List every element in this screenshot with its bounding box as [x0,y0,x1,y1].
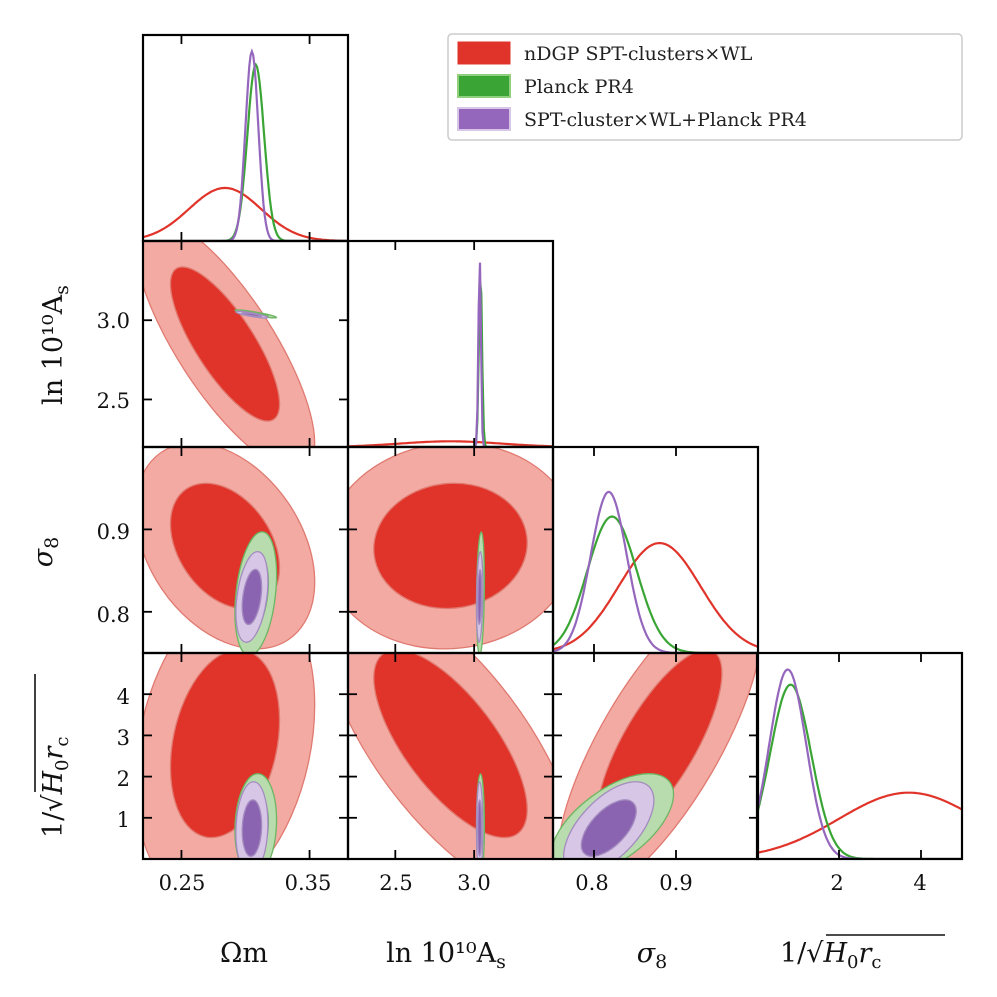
rc-y-axis-label-prefix: 1/√ [38,794,69,838]
rc-axis-label-h-sub: 0 [847,952,858,973]
rc-y-axis-label-h: H [38,771,69,796]
rc-x-tick-label: 2 [830,871,843,895]
series-purple-om-pdf [143,48,348,241]
panel-frame-as-as [346,239,555,449]
rc-axis-label-h: H [822,938,847,969]
s8-y-tick-label: 0.8 [97,603,130,627]
s8-y-tick-label: 0.9 [97,520,130,544]
rc-x-axis-label: 1/√H0rc [780,934,945,973]
as-x-axis-label: ln 10¹⁰As [386,938,506,973]
svg-text:1/√H0rc: 1/√H0rc [780,938,882,973]
series-red-s8-pdf [553,542,758,651]
s8-x-axis-label: σ8 [637,938,668,973]
s8-y-axis-label-sub: 8 [41,537,63,549]
legend-swatch-green [457,74,511,98]
s8-x-tick-label: 0.8 [575,871,608,895]
contour-panel-rc-om [143,653,316,859]
diag-clip-group [143,186,348,241]
rc-axis-label-r-sub: c [871,952,881,973]
contour-panel-rc-as [348,653,553,859]
legend-label-red: nDGP SPT-clusters×WL [524,43,753,65]
contour-panel-as-om [143,241,316,447]
diag-clip-group [348,280,553,447]
diag-clip-group [553,490,758,653]
diag-clip-group [143,62,348,241]
as-axis-label-text: ln 10¹⁰A [386,938,497,969]
series-red-as-pdf [348,440,553,447]
om-x-axis-label: Ωm [220,938,268,969]
series-purple-as-pdf [348,262,553,447]
contour-purple-68 [241,311,263,318]
diag-clip-group [757,683,962,859]
as-x-tick-label: 3.0 [457,871,490,895]
contour-panel-s8-om [143,447,316,653]
om-x-tick-label: 0.35 [285,871,332,895]
series-purple-rc-pdf [757,668,962,859]
series-green-om-pdf [143,62,348,241]
legend-label-purple: SPT-cluster×WL+Planck PR4 [524,109,807,131]
contour-purple-68 [477,568,483,626]
diag-clip-group [757,668,962,859]
as-y-axis-label-text: ln 10¹⁰A [38,294,69,405]
rc-y-tick-label: 1 [117,808,130,832]
diag-clip-group [757,791,962,854]
om-x-tick-label: 0.25 [159,871,206,895]
s8-x-tick-label: 0.9 [659,871,692,895]
contour-purple-68 [580,799,637,857]
series-purple-s8-pdf [553,490,758,653]
rc-x-tick-label: 4 [913,871,926,895]
contour-panel-s8-as [348,447,553,653]
rc-y-axis-label: 1/√H0rc [34,674,73,839]
series-red-om-pdf [143,186,348,241]
rc-y-axis-label-r-sub: c [52,737,73,747]
legend-swatch-purple [457,107,511,131]
contour-purple-68 [241,568,263,626]
as-y-tick-label: 3.0 [97,309,130,333]
rc-y-tick-label: 3 [117,726,130,750]
as-y-axis-label-sub: s [51,285,73,295]
as-x-tick-label: 2.5 [379,871,412,895]
diag-clip-group [348,262,553,447]
rc-axis-label-prefix: 1/√ [780,938,824,969]
diag-clip-group [348,440,553,447]
contour-red-68 [169,266,281,422]
contour-purple-68 [241,799,263,857]
contour-panel-rc-s8 [553,653,758,859]
as-y-axis-label: ln 10¹⁰As [38,285,73,405]
diag-clip-group [143,48,348,241]
as-y-tick-label: 2.5 [97,389,130,413]
legend-label-green: Planck PR4 [524,76,634,98]
as-axis-label-sub: s [496,951,506,973]
rc-y-tick-label: 2 [117,767,130,791]
s8-axis-label-sub: 8 [655,951,667,973]
legend-box [447,33,963,141]
series-red-rc-pdf [757,791,962,854]
s8-y-axis-label-text: σ [28,547,59,567]
panel-frame-rc-rc [755,651,964,861]
rc-y-axis-label-r: r [38,745,69,760]
s8-axis-label-text: σ [637,938,657,969]
legend: nDGP SPT-clusters×WL Planck PR4 SPT-clus… [447,33,963,141]
contour-purple-68 [477,799,483,857]
legend-swatch-red [457,41,511,65]
rc-y-tick-label: 4 [117,685,130,709]
svg-text:1/√H0rc: 1/√H0rc [38,737,73,839]
rc-axis-label-r: r [858,938,873,969]
contour-red-68 [373,482,528,610]
series-green-rc-pdf [757,683,962,859]
series-green-as-pdf [348,280,553,447]
diag-clip-group [553,542,758,651]
rc-y-axis-label-h-sub: 0 [52,760,73,771]
s8-y-axis-label: σ8 [28,537,63,568]
